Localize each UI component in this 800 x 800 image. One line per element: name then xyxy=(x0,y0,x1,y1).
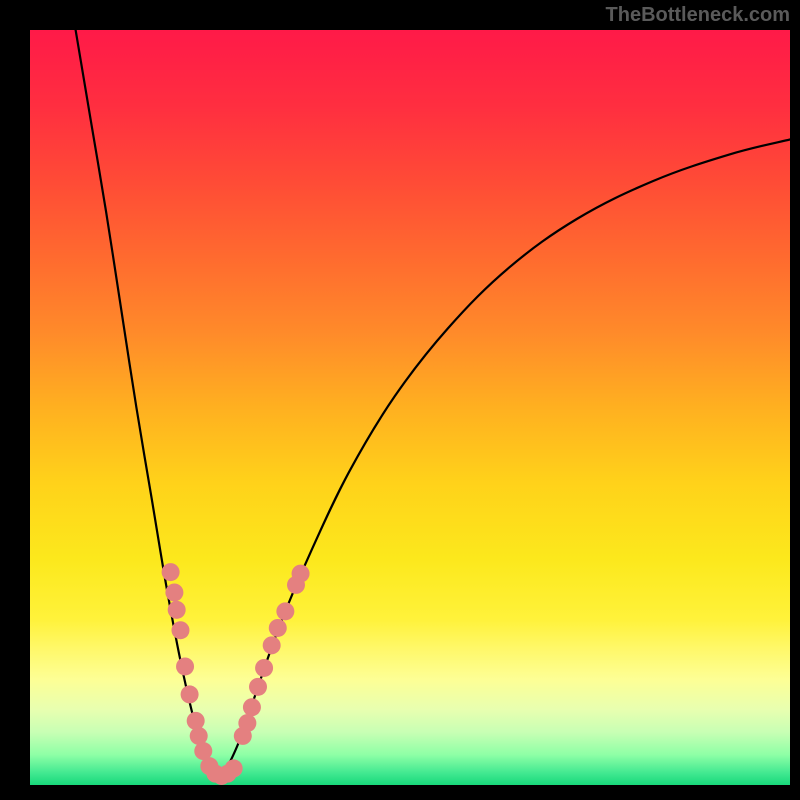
data-marker xyxy=(238,714,256,732)
data-marker xyxy=(249,678,267,696)
data-marker xyxy=(243,698,261,716)
watermark-text: TheBottleneck.com xyxy=(606,4,790,27)
data-marker xyxy=(187,712,205,730)
data-marker xyxy=(181,685,199,703)
data-marker xyxy=(171,621,189,639)
data-marker xyxy=(165,583,183,601)
data-marker xyxy=(176,657,194,675)
data-marker xyxy=(162,563,180,581)
data-marker xyxy=(269,619,287,637)
data-marker xyxy=(292,565,310,583)
data-marker xyxy=(168,601,186,619)
plot-area xyxy=(30,30,790,785)
curve-overlay xyxy=(30,30,790,785)
data-marker xyxy=(276,602,294,620)
data-marker xyxy=(225,759,243,777)
data-marker xyxy=(255,659,273,677)
data-marker xyxy=(263,636,281,654)
